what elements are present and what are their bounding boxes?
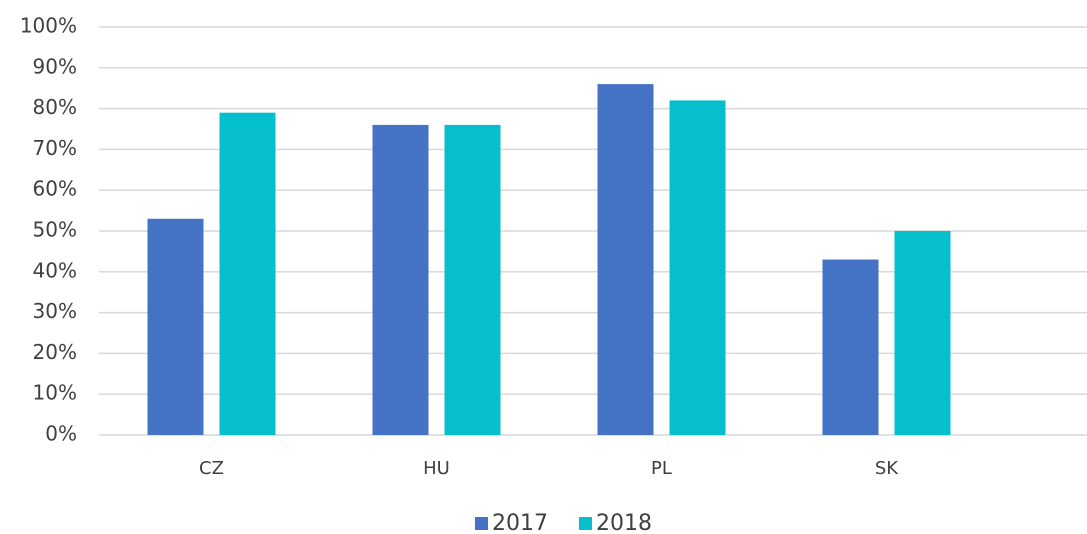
legend-swatch xyxy=(579,517,592,530)
x-tick-label: SK xyxy=(875,458,899,479)
legend-swatch xyxy=(475,517,488,530)
y-tick-label: 100% xyxy=(20,14,77,38)
bar xyxy=(147,218,204,435)
bar xyxy=(444,124,501,436)
x-tick-label: PL xyxy=(651,458,672,479)
x-tick-label: CZ xyxy=(199,458,224,479)
y-tick-label: 50% xyxy=(33,218,77,242)
y-tick-label: 60% xyxy=(33,177,77,201)
bar xyxy=(894,231,951,435)
bar xyxy=(669,100,726,435)
y-tick-label: 10% xyxy=(33,381,77,405)
y-tick-label: 80% xyxy=(33,95,77,119)
y-tick-label: 70% xyxy=(33,136,77,160)
y-tick-label: 40% xyxy=(33,258,77,282)
legend-label: 2017 xyxy=(492,511,548,534)
legend-label: 2018 xyxy=(596,511,652,534)
y-tick-label: 90% xyxy=(33,54,77,78)
y-tick-label: 20% xyxy=(33,340,77,364)
y-tick-label: 30% xyxy=(33,299,77,323)
bar xyxy=(597,84,654,436)
bar xyxy=(822,259,879,435)
bar xyxy=(219,112,276,436)
y-tick-label: 0% xyxy=(45,422,77,446)
bar xyxy=(372,124,429,436)
x-tick-label: HU xyxy=(423,458,450,479)
